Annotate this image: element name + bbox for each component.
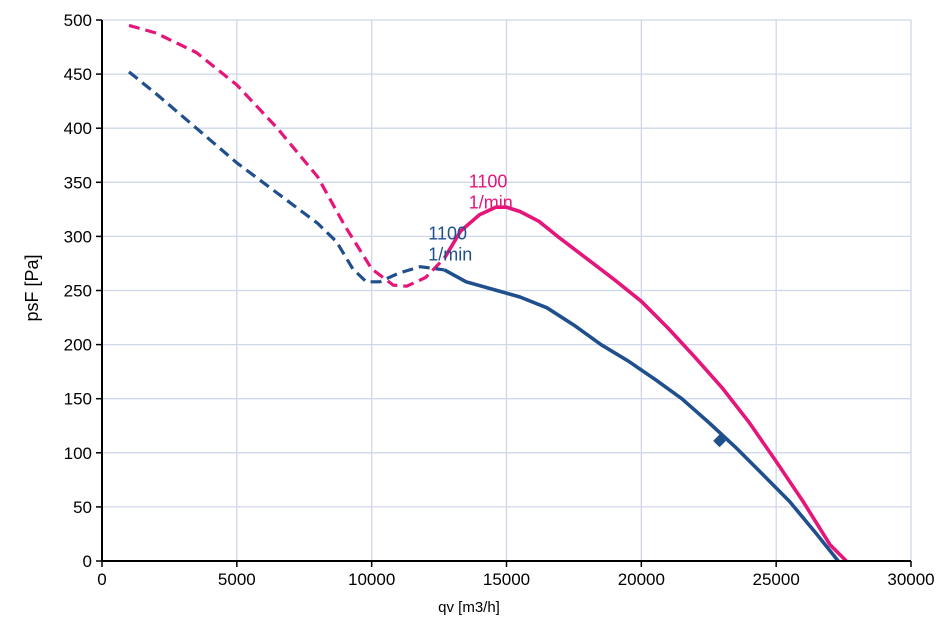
y-tick-label: 250 xyxy=(64,282,92,301)
series-0-dashed-line xyxy=(128,23,446,288)
y-tick-label: 350 xyxy=(64,173,92,192)
y-axis-label: psF [Pa] xyxy=(22,254,42,321)
y-tick-label: 500 xyxy=(64,11,92,30)
series-0-label: 1100 1/min xyxy=(469,172,513,213)
series-0-label-line: 1/min xyxy=(469,193,513,213)
y-tick-label: 100 xyxy=(64,444,92,463)
series-1-solid-line xyxy=(443,268,840,563)
x-tick-label: 0 xyxy=(97,570,106,589)
grid xyxy=(101,19,912,562)
y-tick-label: 450 xyxy=(64,65,92,84)
x-tick-label: 25000 xyxy=(753,570,800,589)
series-1-dashed-line xyxy=(127,70,445,284)
x-tick-label: 15000 xyxy=(483,570,530,589)
y-tick-label: 0 xyxy=(83,552,92,571)
x-tick-label: 5000 xyxy=(218,570,256,589)
y-tick-label: 150 xyxy=(64,390,92,409)
series-1-label: 1100 1/min xyxy=(428,224,472,265)
x-tick-label: 20000 xyxy=(618,570,665,589)
series-0-solid-line xyxy=(442,205,848,563)
tick-labels: 0 5000 10000 15000 20000 25000 30000 0 50 100 150 2… xyxy=(64,11,935,589)
x-tick-label: 10000 xyxy=(348,570,395,589)
series-1-label-line: 1/min xyxy=(428,245,472,265)
y-tick-label: 400 xyxy=(64,119,92,138)
axes xyxy=(96,19,912,567)
y-tick-label: 50 xyxy=(73,498,92,517)
series-1-label-line: 1100 xyxy=(428,224,467,244)
series-0-label-line: 1100 xyxy=(469,172,508,192)
curves xyxy=(127,23,848,563)
y-tick-label: 300 xyxy=(64,227,92,246)
x-tick-label: 30000 xyxy=(887,570,934,589)
y-tick-label: 200 xyxy=(64,336,92,355)
x-axis-label: qv [m3/h] xyxy=(438,599,500,616)
